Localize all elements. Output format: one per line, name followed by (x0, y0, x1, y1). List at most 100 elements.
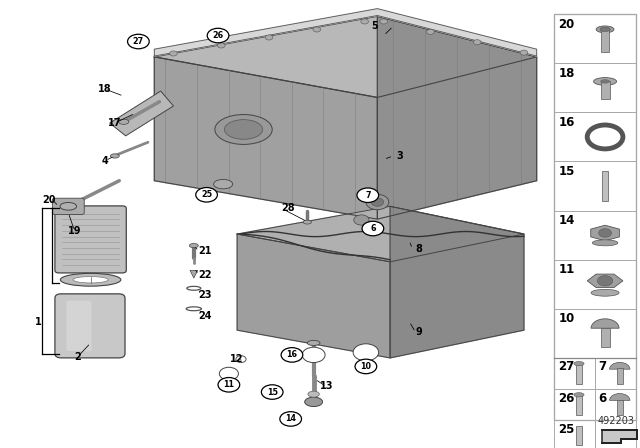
Text: 19: 19 (68, 226, 81, 236)
Ellipse shape (593, 78, 616, 85)
Wedge shape (609, 393, 630, 401)
Text: 17: 17 (108, 118, 122, 128)
Ellipse shape (303, 220, 312, 224)
Polygon shape (588, 274, 623, 288)
Polygon shape (154, 57, 378, 219)
FancyBboxPatch shape (67, 301, 92, 351)
Circle shape (218, 43, 225, 48)
Ellipse shape (60, 202, 77, 210)
Wedge shape (591, 319, 619, 328)
Circle shape (520, 50, 528, 55)
Text: 1: 1 (35, 317, 42, 327)
Circle shape (598, 229, 611, 237)
Ellipse shape (307, 340, 320, 345)
Circle shape (474, 40, 481, 45)
Circle shape (362, 221, 384, 236)
Polygon shape (390, 207, 524, 358)
Ellipse shape (118, 119, 129, 125)
Ellipse shape (215, 115, 272, 144)
Bar (595, 420, 636, 448)
Text: 9: 9 (415, 327, 422, 337)
Circle shape (597, 276, 612, 286)
Text: 3: 3 (396, 151, 403, 161)
Ellipse shape (60, 273, 121, 286)
Text: 6: 6 (598, 392, 607, 405)
Text: 27: 27 (557, 361, 574, 374)
Ellipse shape (305, 397, 323, 406)
Bar (554, 260, 636, 309)
Text: 20: 20 (558, 17, 575, 30)
Ellipse shape (225, 120, 262, 139)
Circle shape (354, 215, 369, 225)
Text: 24: 24 (198, 311, 212, 321)
Polygon shape (378, 16, 537, 219)
Text: 21: 21 (198, 246, 212, 256)
Text: 22: 22 (198, 270, 212, 280)
Text: 8: 8 (415, 244, 422, 254)
Bar (554, 389, 595, 420)
Ellipse shape (214, 179, 233, 189)
Text: 14: 14 (285, 414, 296, 423)
Circle shape (366, 194, 389, 210)
Circle shape (280, 412, 301, 426)
Text: 12: 12 (230, 354, 243, 364)
Ellipse shape (593, 240, 618, 246)
Bar (554, 112, 636, 161)
Text: 16: 16 (287, 350, 298, 359)
Text: 492203: 492203 (597, 416, 634, 426)
Text: 7: 7 (598, 361, 607, 374)
Bar (554, 309, 636, 358)
Text: 10: 10 (360, 362, 371, 371)
Circle shape (170, 51, 177, 56)
Circle shape (357, 188, 379, 202)
Text: 6: 6 (370, 224, 376, 233)
Bar (600, 81, 609, 99)
Circle shape (427, 29, 435, 34)
Bar (554, 211, 636, 260)
Polygon shape (591, 225, 620, 241)
Text: 27: 27 (133, 37, 144, 46)
Text: 26: 26 (212, 31, 223, 40)
FancyBboxPatch shape (55, 294, 125, 358)
Ellipse shape (591, 289, 619, 296)
Text: 2: 2 (74, 352, 81, 362)
Text: 28: 28 (282, 203, 295, 213)
Text: 25: 25 (201, 190, 212, 199)
Ellipse shape (596, 26, 614, 33)
Circle shape (207, 28, 229, 43)
FancyBboxPatch shape (55, 206, 126, 273)
Text: 11: 11 (223, 380, 234, 389)
Ellipse shape (73, 276, 108, 283)
Bar (616, 400, 623, 415)
Circle shape (313, 27, 321, 32)
Bar (554, 161, 636, 211)
Bar (554, 14, 636, 63)
FancyBboxPatch shape (52, 198, 84, 215)
Bar (554, 14, 636, 420)
Bar (554, 420, 595, 448)
Text: 18: 18 (98, 84, 111, 94)
Bar (554, 358, 595, 389)
Polygon shape (109, 91, 173, 136)
Circle shape (220, 367, 239, 380)
Polygon shape (154, 16, 537, 98)
Ellipse shape (189, 243, 198, 248)
Circle shape (127, 34, 149, 49)
Text: 15: 15 (558, 165, 575, 178)
Bar (616, 368, 623, 384)
Ellipse shape (600, 27, 610, 31)
Text: 11: 11 (558, 263, 575, 276)
Text: 14: 14 (558, 214, 575, 227)
Circle shape (371, 198, 384, 207)
Bar (576, 364, 582, 384)
Text: 5: 5 (371, 21, 378, 31)
Text: 20: 20 (42, 195, 56, 205)
Circle shape (361, 19, 369, 24)
Text: 26: 26 (557, 392, 574, 405)
Text: 7: 7 (365, 191, 371, 200)
Polygon shape (237, 207, 524, 262)
Text: 23: 23 (198, 290, 212, 300)
Bar (595, 358, 636, 389)
Circle shape (281, 348, 303, 362)
Text: 4: 4 (102, 155, 109, 166)
